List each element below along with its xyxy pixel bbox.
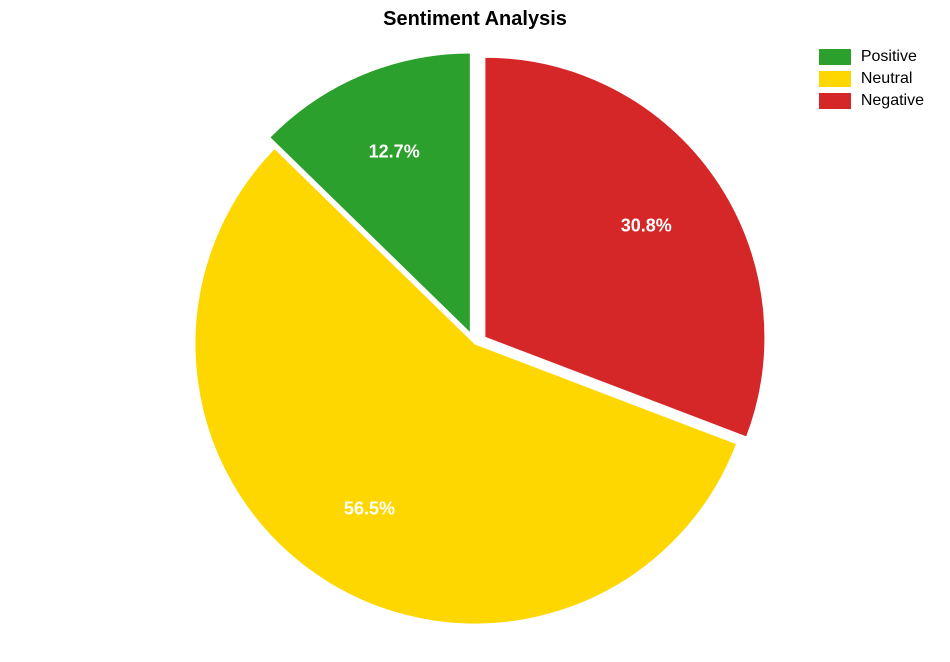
legend-swatch-neutral: [819, 71, 851, 87]
slice-label-neutral: 56.5%: [344, 499, 395, 520]
legend: Positive Neutral Negative: [819, 48, 924, 114]
legend-item-positive: Positive: [819, 48, 924, 66]
slice-label-negative: 30.8%: [621, 216, 672, 237]
legend-label-negative: Negative: [861, 92, 924, 110]
pie-chart-svg: [0, 0, 950, 662]
legend-item-neutral: Neutral: [819, 70, 924, 88]
legend-swatch-negative: [819, 93, 851, 109]
slice-label-positive: 12.7%: [369, 142, 420, 163]
legend-item-negative: Negative: [819, 92, 924, 110]
legend-swatch-positive: [819, 49, 851, 65]
legend-label-neutral: Neutral: [861, 70, 913, 88]
legend-label-positive: Positive: [861, 48, 917, 66]
